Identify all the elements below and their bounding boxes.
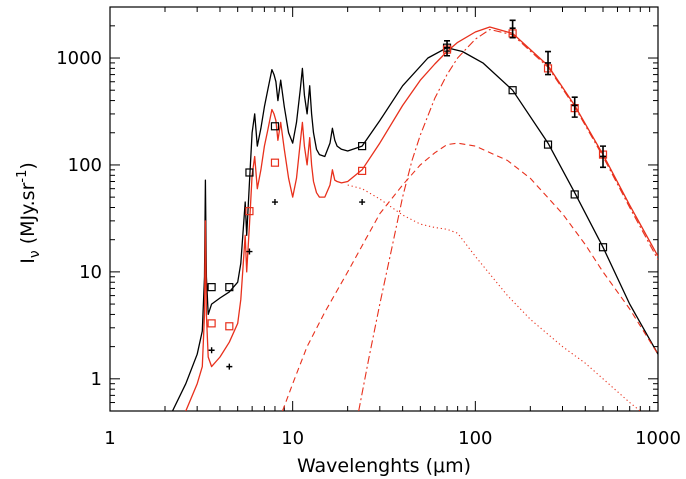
data-point-square-black xyxy=(225,283,234,292)
y-tick-label: 1 xyxy=(91,369,102,390)
series-line-black-solid xyxy=(171,47,658,411)
data-point-square-black xyxy=(598,243,608,252)
data-point-plus xyxy=(359,199,366,206)
axis-ticks xyxy=(109,6,659,412)
series-line-red-solid xyxy=(185,26,658,411)
data-point-plus xyxy=(271,199,278,206)
x-tick-label: 10 xyxy=(281,428,304,449)
data-point-plus xyxy=(208,347,215,354)
data-point-square-red xyxy=(358,166,367,175)
tick-labels: 1 10 100 1000 1 10 100 1000 xyxy=(56,48,681,449)
error-bar xyxy=(444,39,451,57)
data-point-square-red xyxy=(270,158,280,167)
series-group xyxy=(171,19,658,411)
data-point-square-black xyxy=(543,140,553,149)
y-tick-label: 1000 xyxy=(56,48,102,69)
y-tick-label: 10 xyxy=(79,262,102,283)
plot-frame xyxy=(109,6,659,412)
data-point-plus xyxy=(226,363,233,370)
series-line-red-dashed xyxy=(281,142,658,411)
x-tick-label: 100 xyxy=(458,428,492,449)
series-line-red-dotted xyxy=(347,184,641,411)
y-tick-label: 100 xyxy=(68,155,102,176)
plot-area xyxy=(171,19,658,411)
data-point-square-black xyxy=(270,122,280,131)
error-bar xyxy=(545,50,552,76)
x-axis-title: Wavelenghts (μm) xyxy=(297,455,471,477)
error-bar xyxy=(509,19,516,39)
error-bar xyxy=(571,96,578,118)
data-point-square-red xyxy=(245,207,254,216)
x-tick-label: 1 xyxy=(104,428,115,449)
data-point-square-black xyxy=(358,142,367,151)
y-axis-title: Iν (MJy.sr-1) xyxy=(15,162,43,264)
data-point-square-black xyxy=(245,168,254,177)
x-tick-label: 1000 xyxy=(635,428,681,449)
data-point-square-black xyxy=(508,86,517,95)
data-point-square-black xyxy=(207,283,216,292)
series-line-red-dashdot xyxy=(358,28,658,411)
data-point-plus xyxy=(246,248,253,255)
data-point-square-black xyxy=(570,190,579,199)
data-point-square-red xyxy=(207,319,216,328)
data-point-square-red xyxy=(225,322,234,331)
error-bar xyxy=(600,145,607,169)
